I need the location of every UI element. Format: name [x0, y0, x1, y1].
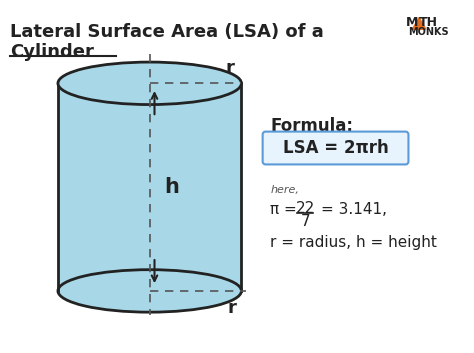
- Text: Lateral Surface Area (LSA) of a: Lateral Surface Area (LSA) of a: [9, 23, 323, 41]
- Text: π =: π =: [270, 202, 302, 217]
- Text: Formula:: Formula:: [270, 117, 353, 135]
- Text: Cylinder: Cylinder: [9, 43, 93, 61]
- FancyBboxPatch shape: [263, 132, 409, 164]
- Text: h: h: [164, 177, 179, 197]
- Polygon shape: [412, 18, 426, 29]
- Text: TH: TH: [419, 16, 438, 29]
- Ellipse shape: [58, 270, 241, 312]
- Polygon shape: [58, 83, 241, 291]
- Text: r: r: [228, 299, 236, 317]
- Text: 7: 7: [301, 214, 310, 229]
- Text: here,: here,: [270, 185, 299, 195]
- Text: r: r: [225, 59, 234, 77]
- Text: 22: 22: [295, 201, 315, 216]
- Text: MONKS: MONKS: [409, 27, 449, 37]
- Ellipse shape: [58, 62, 241, 104]
- Text: M: M: [406, 16, 418, 29]
- Text: = 3.141,: = 3.141,: [320, 202, 387, 217]
- Text: r = radius, h = height: r = radius, h = height: [270, 235, 437, 250]
- Text: LSA = 2πrh: LSA = 2πrh: [283, 139, 388, 157]
